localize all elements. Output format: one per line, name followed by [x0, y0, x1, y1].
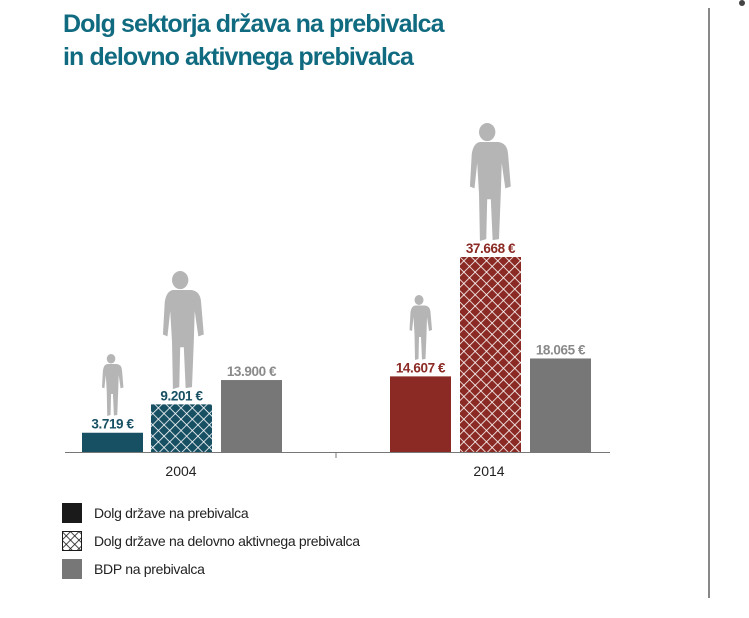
data-label: 37.668 € [466, 241, 516, 256]
adult-figure-icon [162, 271, 204, 389]
legend-label: BDP na prebivalca [94, 561, 205, 577]
x-tick-label: 2014 [473, 463, 504, 479]
data-label: 3.719 € [91, 417, 134, 432]
legend-item-debt-per-capita: Dolg države na prebivalca [62, 503, 360, 523]
legend-swatch-crosshatch [62, 531, 82, 551]
chart-title-line-2: in delovno aktivnega prebivalca [63, 43, 414, 71]
bar-2014-s1 [460, 257, 521, 452]
legend: Dolg države na prebivalca Dolg države na… [62, 503, 360, 587]
legend-label: Dolg države na prebivalca [94, 505, 249, 521]
legend-item-debt-per-worker: Dolg države na delovno aktivnega prebiva… [62, 531, 360, 551]
bar-2014-s0 [390, 376, 451, 452]
legend-swatch-gray [62, 559, 82, 579]
bar-2014-s2 [530, 358, 591, 452]
child-figure-icon [101, 354, 124, 416]
chart-title-line-1: Dolg sektorja država na prebivalca [63, 10, 445, 38]
data-label: 18.065 € [536, 342, 586, 357]
data-label: 13.900 € [227, 364, 277, 379]
child-figure-icon [409, 295, 432, 360]
legend-label: Dolg države na delovno aktivnega prebiva… [94, 533, 360, 549]
data-label: 14.607 € [396, 360, 446, 375]
adult-figure-icon [469, 122, 511, 241]
bar-2004-s0 [82, 432, 143, 452]
x-tick-label: 2004 [165, 463, 196, 479]
legend-swatch-solid [62, 503, 82, 523]
bar-2004-s2 [221, 380, 282, 452]
corner-mark [739, 0, 745, 6]
legend-item-gdp-per-capita: BDP na prebivalca [62, 559, 360, 579]
bar-2004-s1 [151, 404, 212, 452]
data-label: 9.201 € [160, 388, 203, 403]
chart-title: Dolg sektorja država na prebivalca in de… [63, 8, 445, 74]
right-divider [708, 8, 710, 598]
